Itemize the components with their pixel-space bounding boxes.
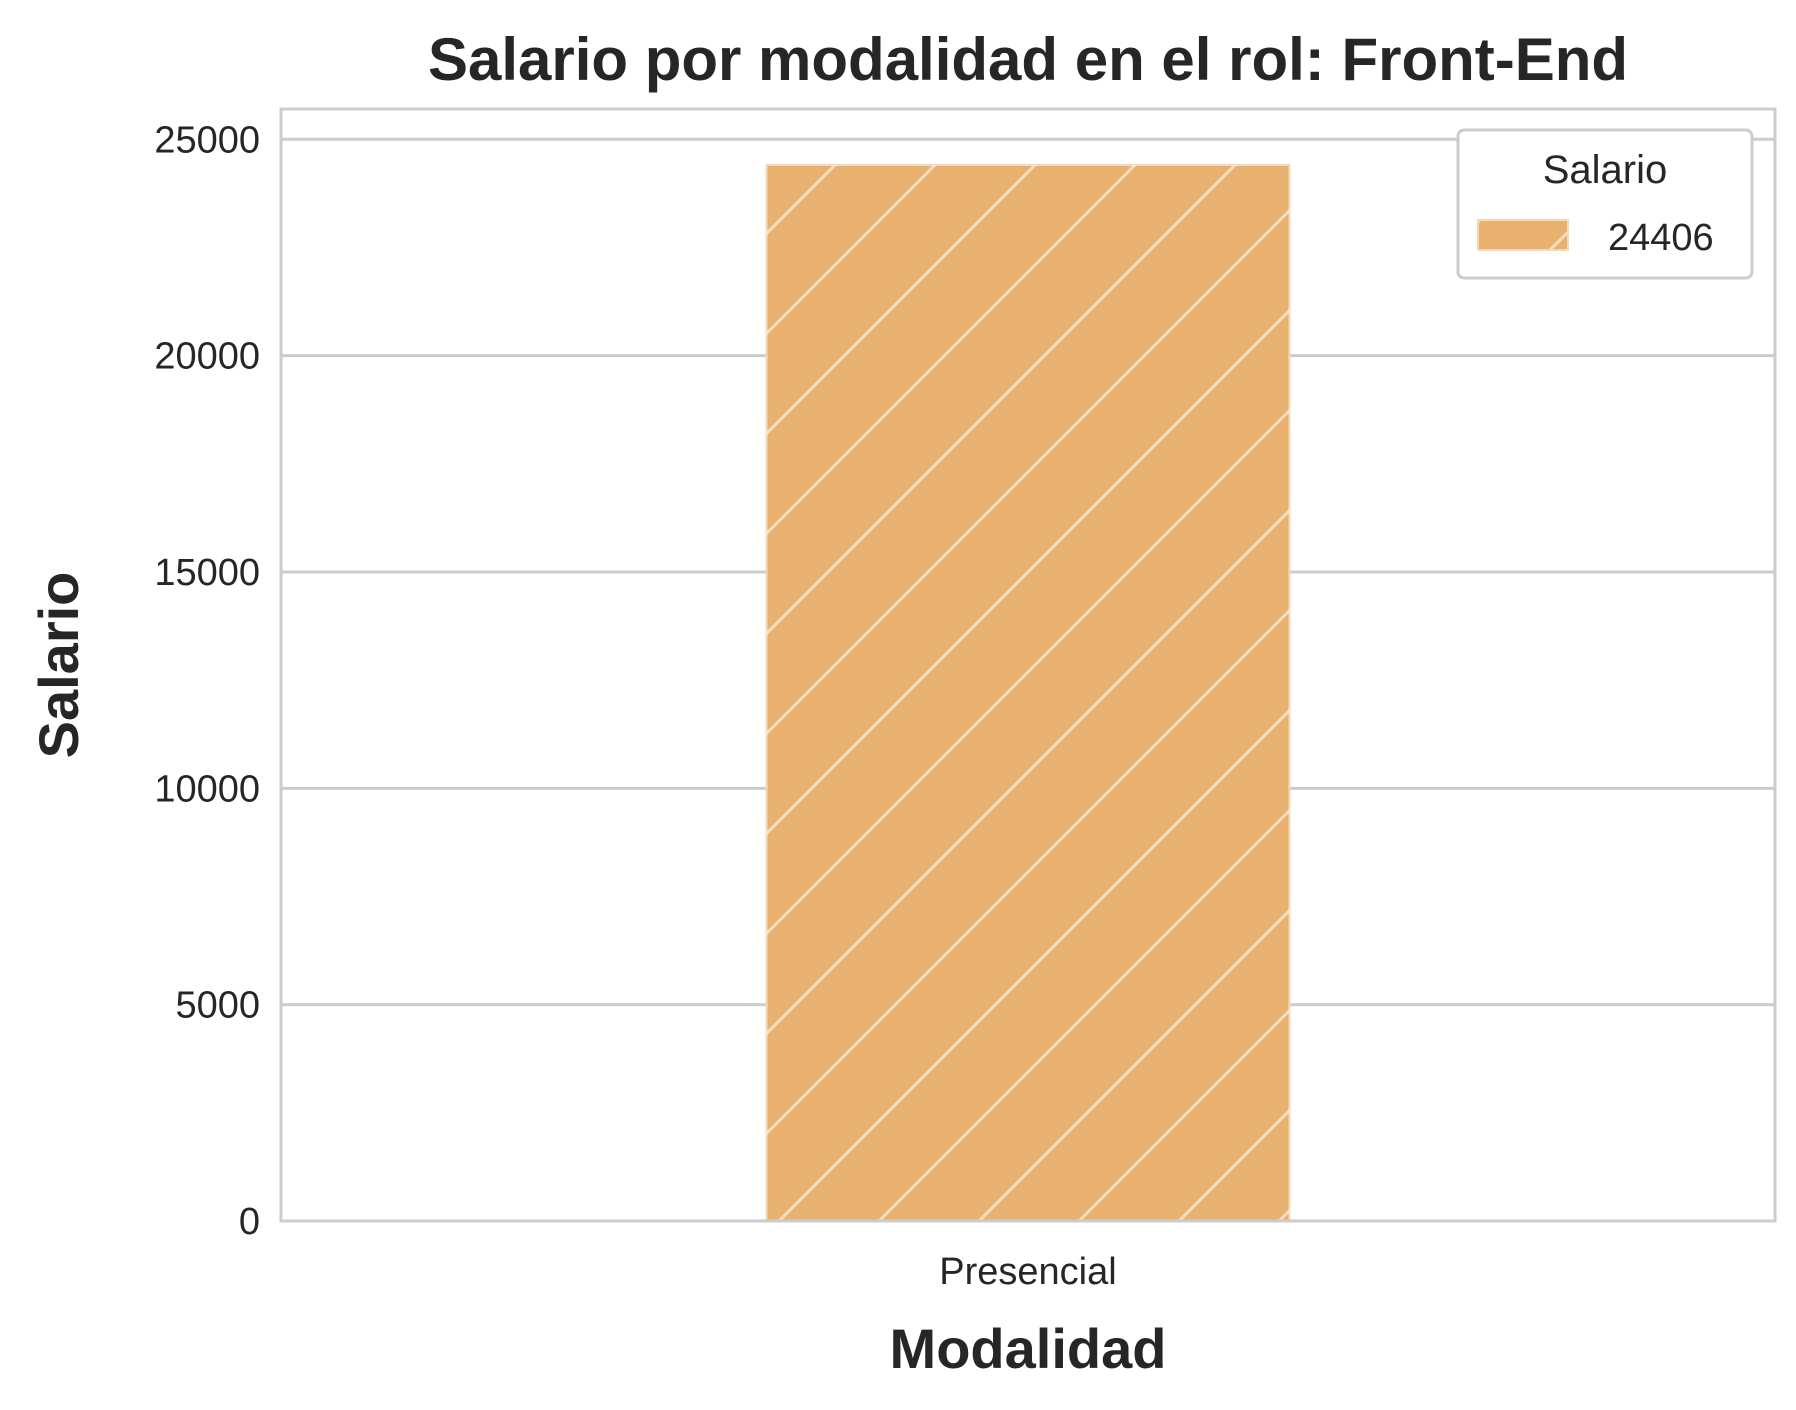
y-axis-ticks: 0 5000 10000 15000 20000 25000	[154, 119, 260, 1243]
y-tick-label: 20000	[154, 336, 260, 378]
plot-frame	[279, 107, 1777, 1223]
y-tick-label: 5000	[175, 985, 260, 1027]
legend: Salario 24406	[1456, 128, 1754, 280]
legend-title: Salario	[1543, 148, 1668, 192]
y-axis-label: Salario	[27, 572, 90, 759]
y-tick-label: 15000	[154, 552, 260, 594]
legend-entry: 24406	[1608, 217, 1714, 259]
chart-title: Salario por modalidad en el rol: Front-E…	[428, 26, 1628, 93]
y-tick-label: 0	[239, 1201, 260, 1243]
bar-hatch	[766, 164, 1290, 1222]
x-axis-label: Modalidad	[890, 1317, 1167, 1380]
y-tick-label: 25000	[154, 119, 260, 161]
x-axis-ticks: Presencial	[939, 1251, 1116, 1293]
legend-swatch-hatch	[1477, 219, 1569, 251]
x-tick-label: Presencial	[939, 1251, 1116, 1293]
y-tick-label: 10000	[154, 768, 260, 810]
bars	[765, 163, 1291, 1223]
